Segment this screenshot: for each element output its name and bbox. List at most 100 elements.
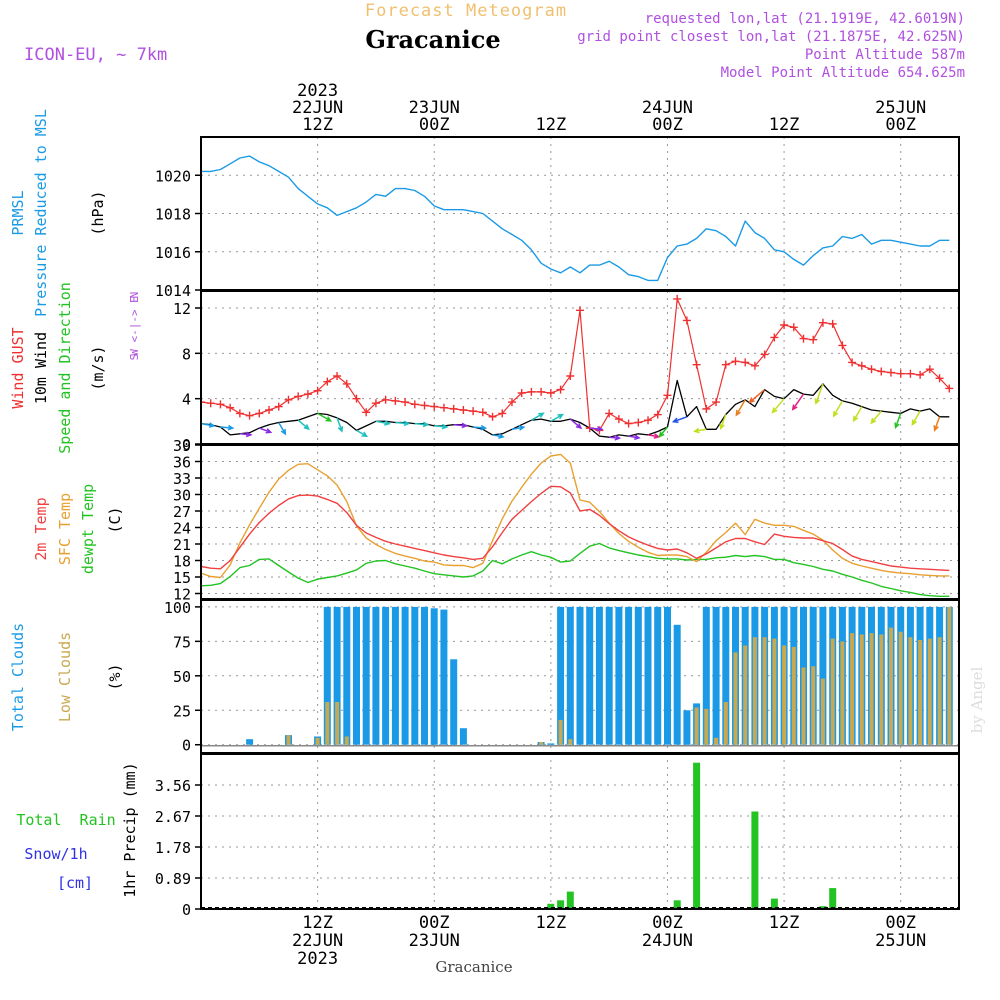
time-label-top: 23JUN [409,98,460,118]
low-cloud-bar [820,678,825,745]
dewpt-line [201,542,950,597]
rain-bar [557,900,565,909]
panel-frame-precip [200,753,960,910]
low-cloud-bar [714,737,719,745]
y-tick-label-temperature: 30 [173,487,191,505]
wind-arrow [852,406,863,423]
total-cloud-bar [566,606,574,745]
y-tick-label-temperature: 24 [173,520,191,538]
credit-watermark: by Angel [968,666,986,733]
time-label-top: 00Z [419,115,450,135]
snow-label: Snow/1h [24,845,87,863]
total-clouds-label: Total Clouds [9,623,27,731]
wind-arrow [414,421,430,428]
gust-marker [430,402,439,411]
total-cloud-bar [353,606,360,745]
gust-marker [682,316,691,325]
total-cloud-bar [401,606,409,745]
total-cloud-bar [459,728,467,745]
time-label-top: 00Z [652,115,683,135]
gust-marker [644,416,653,425]
wind-arrow [791,393,805,411]
gust-marker [449,404,458,413]
gust-marker [381,395,390,404]
wind-arrow [550,413,565,422]
time-label-bottom: 12Z [535,913,566,933]
gust-marker [391,396,400,405]
time-label-bottom: 00Z [885,913,916,933]
gust-marker [537,387,546,396]
requested-coords: requested lon,lat (21.1919E, 42.6019N) [645,11,965,27]
wind-arrow [870,410,882,425]
rain-bar [770,898,778,909]
wind-unit: (m/s) [89,345,107,390]
wind-arrow [201,422,216,428]
low-cloud-bar [830,638,835,745]
wind-arrow [658,426,669,438]
gust-marker [556,385,565,394]
y-tick-label-precip: 0.89 [155,870,191,888]
time-label-bottom: 25JUN [875,931,926,951]
gust-marker [789,323,798,332]
total-cloud-bar [625,606,633,745]
wind-arrow [531,412,545,421]
low-cloud-bar [801,667,806,745]
y-tick-label-pressure: 1016 [155,244,191,262]
gust-marker [712,398,721,407]
location-title: Gracanice [365,25,500,54]
time-label-top: 00Z [885,115,916,135]
wind-arrow [278,422,287,436]
total-cloud-bar [576,606,584,745]
panel-frames [200,136,960,910]
y-tick-label-temperature: 39 [173,437,191,455]
wind-arrow [239,431,253,438]
y-tick-label-temperature: 15 [173,569,191,587]
gust-marker [498,409,507,418]
total-cloud-bar [440,609,448,745]
total-cloud-bar [712,606,720,745]
gust-marker [342,379,351,388]
time-label-bottom: 12Z [302,913,333,933]
rain-bar [693,762,701,909]
sfc-label: SFC Temp [56,493,74,565]
total-cloud-bar [615,606,623,745]
gust-marker [809,335,818,344]
gust-marker [216,400,225,409]
gust-marker [410,400,419,409]
wind-arrow [375,420,391,426]
y-tick-label-clouds: 0 [182,737,191,755]
time-label-bottom: 22JUN [292,931,343,951]
gust-marker [653,410,662,419]
dewpt-label: dewpt Temp [79,484,97,574]
gust-marker [925,365,934,374]
time-label-bottom: 24JUN [642,931,693,951]
gust-marker [673,294,682,303]
gust-marker [906,369,915,378]
gust-label: Wind GUST [9,327,27,408]
model-altitude: Model Point Altitude 654.625m [721,65,965,81]
rain-bar [751,811,759,909]
low-cloud-bar [315,737,320,745]
pressure-line [201,155,950,282]
gust-marker [201,398,205,407]
gust-marker [255,409,264,418]
gust-marker [624,419,633,428]
gust-marker [614,415,623,424]
y-tick-label-temperature: 18 [173,553,191,571]
total-cloud-bar [722,606,730,745]
temp-unit: (C) [106,506,124,533]
model-label: ICON-EU, ~ 7km [24,45,167,65]
total-cloud-bar [391,606,399,745]
total-cloud-bar [343,606,351,745]
total-cloud-bar [430,608,438,745]
y-tick-label-wind: 0 [182,436,191,454]
y-tick-label-wind: 8 [182,345,191,363]
gust-marker [605,409,614,418]
time-label-top: 12Z [302,115,333,135]
t2m-label: 2m Temp [32,497,50,560]
gust-marker [352,394,361,403]
gust-marker [566,372,575,380]
gust-marker [828,319,837,328]
low-cloud-bar [752,637,757,745]
total-cloud-bar [411,606,419,745]
